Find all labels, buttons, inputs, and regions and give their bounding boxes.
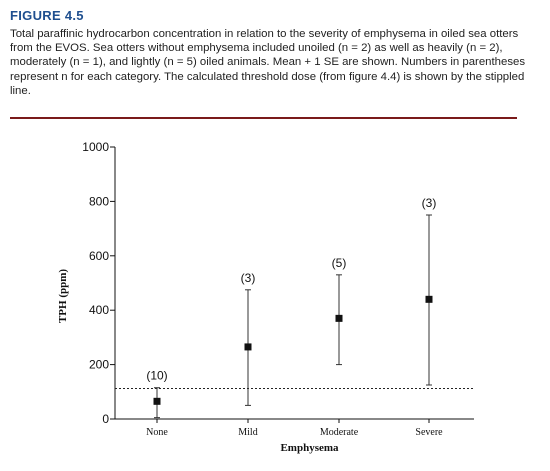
figure-title: FIGURE 4.5	[10, 8, 84, 23]
figure-caption: Total paraffinic hydrocarbon concentrati…	[10, 28, 526, 97]
chart-marks: (10) (3) (5) (3)	[115, 196, 474, 419]
chart-axes: 0 200 400 600 800 1000 None Mild Moderate Severe	[82, 140, 474, 438]
n-label: (3)	[241, 271, 256, 285]
mean-marker	[153, 397, 161, 405]
mean-marker	[244, 343, 252, 351]
caption-divider	[10, 117, 517, 119]
x-tick-label: None	[146, 427, 168, 438]
n-label: (3)	[422, 196, 437, 210]
y-tick-label: 400	[89, 303, 109, 317]
y-tick-label: 0	[102, 412, 109, 426]
y-tick-label: 1000	[82, 140, 109, 154]
x-tick-label: Mild	[238, 427, 257, 438]
x-tick-label: Moderate	[320, 427, 359, 438]
n-label: (5)	[332, 256, 347, 270]
y-tick-label: 600	[89, 249, 109, 263]
y-tick-label: 800	[89, 194, 109, 208]
y-tick-label: 200	[89, 358, 109, 372]
mean-marker	[425, 295, 433, 303]
n-label: (10)	[146, 369, 167, 383]
mean-marker	[335, 314, 343, 322]
x-tick-label: Severe	[415, 427, 443, 438]
x-axis-title: Emphysema	[280, 442, 339, 454]
y-axis-title: TPH (ppm)	[57, 269, 69, 323]
